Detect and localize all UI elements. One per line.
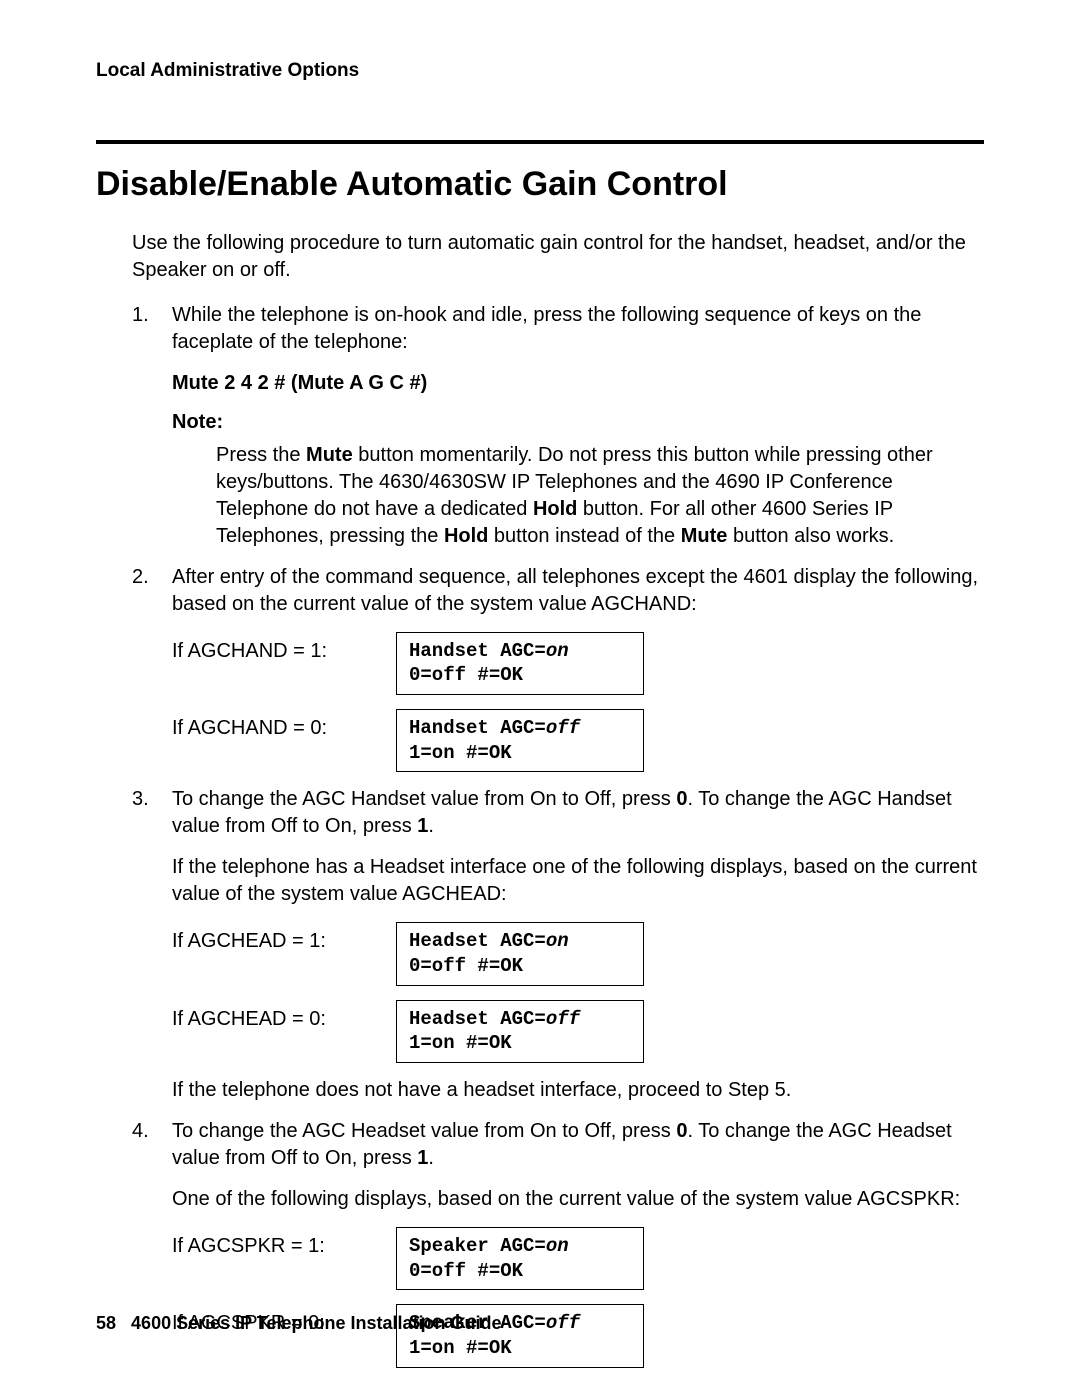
step-1: 1. While the telephone is on-hook and id… bbox=[132, 302, 984, 550]
display-box: Speaker AGC=on 0=off #=OK bbox=[396, 1227, 644, 1290]
display-line: 1=on #=OK bbox=[409, 1336, 631, 1361]
note-bold: Hold bbox=[444, 525, 488, 547]
horizontal-rule bbox=[96, 140, 984, 144]
display-state: on bbox=[546, 1235, 569, 1257]
step-number: 2. bbox=[132, 564, 172, 618]
display-state: on bbox=[546, 640, 569, 662]
step-text: . bbox=[428, 815, 434, 837]
display-state: off bbox=[546, 717, 580, 739]
display-box: Handset AGC=off 1=on #=OK bbox=[396, 709, 644, 772]
step-text: To change the AGC Headset value from On … bbox=[172, 1120, 676, 1142]
note-bold: Mute bbox=[681, 525, 728, 547]
display-line: 1=on #=OK bbox=[409, 741, 631, 766]
key-sequence: Mute 2 4 2 # (Mute A G C #) bbox=[172, 370, 984, 397]
step-3: 3. To change the AGC Handset value from … bbox=[132, 786, 984, 1104]
step-3-text: To change the AGC Handset value from On … bbox=[172, 786, 984, 840]
display-state: on bbox=[546, 930, 569, 952]
note-text: Press the bbox=[216, 444, 306, 466]
display-line: Headset AGC= bbox=[409, 930, 546, 952]
step-2-text: After entry of the command sequence, all… bbox=[172, 564, 984, 618]
step-number: 1. bbox=[132, 302, 172, 356]
step-text: . bbox=[428, 1147, 434, 1169]
step-3-para3: If the telephone does not have a headset… bbox=[172, 1077, 984, 1104]
step-bold: 1 bbox=[417, 1147, 428, 1169]
display-line: 1=on #=OK bbox=[409, 1031, 631, 1056]
display-box: Handset AGC=on 0=off #=OK bbox=[396, 632, 644, 695]
step-bold: 1 bbox=[417, 815, 428, 837]
display-row-agchead-1: If AGCHEAD = 1: Headset AGC=on 0=off #=O… bbox=[172, 922, 984, 985]
display-box: Headset AGC=off 1=on #=OK bbox=[396, 1000, 644, 1063]
note-label: Note: bbox=[172, 409, 984, 436]
display-line: 0=off #=OK bbox=[409, 954, 631, 979]
running-header: Local Administrative Options bbox=[96, 58, 984, 84]
display-line: 0=off #=OK bbox=[409, 663, 631, 688]
note-text: button also works. bbox=[727, 525, 894, 547]
page-title: Disable/Enable Automatic Gain Control bbox=[96, 162, 984, 208]
note-text: button instead of the bbox=[488, 525, 680, 547]
display-label: If AGCSPKR = 1: bbox=[172, 1227, 396, 1260]
display-label: If AGCHEAD = 0: bbox=[172, 1000, 396, 1033]
step-4-text: To change the AGC Headset value from On … bbox=[172, 1118, 984, 1172]
display-row-agchead-0: If AGCHEAD = 0: Headset AGC=off 1=on #=O… bbox=[172, 1000, 984, 1063]
display-row-agchand-0: If AGCHAND = 0: Handset AGC=off 1=on #=O… bbox=[172, 709, 984, 772]
page-footer: 58 4600 Series IP Telephone Installation… bbox=[96, 1311, 502, 1335]
display-line: Handset AGC= bbox=[409, 717, 546, 739]
page-number: 58 bbox=[96, 1313, 116, 1333]
step-1-text: While the telephone is on-hook and idle,… bbox=[172, 302, 984, 356]
step-3-para2: If the telephone has a Headset interface… bbox=[172, 854, 984, 908]
step-4-para2: One of the following displays, based on … bbox=[172, 1186, 984, 1213]
note-bold: Hold bbox=[533, 498, 577, 520]
intro-paragraph: Use the following procedure to turn auto… bbox=[132, 230, 984, 284]
note-body: Press the Mute button momentarily. Do no… bbox=[216, 442, 984, 550]
display-state: off bbox=[546, 1312, 580, 1334]
display-box: Headset AGC=on 0=off #=OK bbox=[396, 922, 644, 985]
display-row-agcspkr-1: If AGCSPKR = 1: Speaker AGC=on 0=off #=O… bbox=[172, 1227, 984, 1290]
display-line: 0=off #=OK bbox=[409, 1259, 631, 1284]
display-line: Headset AGC= bbox=[409, 1008, 546, 1030]
display-line: Handset AGC= bbox=[409, 640, 546, 662]
step-bold: 0 bbox=[676, 788, 687, 810]
footer-title: 4600 Series IP Telephone Installation Gu… bbox=[131, 1313, 501, 1333]
step-2: 2. After entry of the command sequence, … bbox=[132, 564, 984, 773]
step-bold: 0 bbox=[676, 1120, 687, 1142]
display-label: If AGCHAND = 1: bbox=[172, 632, 396, 665]
display-label: If AGCHEAD = 1: bbox=[172, 922, 396, 955]
display-label: If AGCHAND = 0: bbox=[172, 709, 396, 742]
display-line: Speaker AGC= bbox=[409, 1235, 546, 1257]
step-text: To change the AGC Handset value from On … bbox=[172, 788, 676, 810]
display-state: off bbox=[546, 1008, 580, 1030]
display-row-agchand-1: If AGCHAND = 1: Handset AGC=on 0=off #=O… bbox=[172, 632, 984, 695]
step-number: 3. bbox=[132, 786, 172, 908]
step-number: 4. bbox=[132, 1118, 172, 1213]
note-bold: Mute bbox=[306, 444, 353, 466]
